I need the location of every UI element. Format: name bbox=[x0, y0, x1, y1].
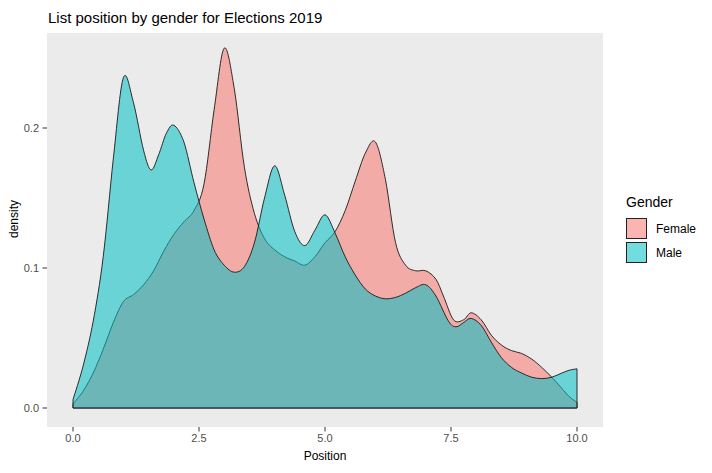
female-color-swatch bbox=[626, 218, 647, 239]
x-tick-label: 5.0 bbox=[317, 432, 332, 444]
x-tick-label: 2.5 bbox=[191, 432, 206, 444]
male-color-swatch bbox=[626, 242, 647, 263]
x-axis-title: Position bbox=[304, 449, 347, 463]
legend: Gender Female Male bbox=[626, 194, 696, 266]
y-tick-label: 0.1 bbox=[24, 262, 39, 274]
legend-label-male: Male bbox=[656, 246, 682, 260]
chart-title: List position by gender for Elections 20… bbox=[48, 9, 322, 26]
x-tick-label: 0.0 bbox=[65, 432, 80, 444]
density-plot-figure: 0.0 2.5 5.0 7.5 10.0 0.0 0.1 0.2 List position … bbox=[0, 0, 712, 473]
y-axis-title: density bbox=[7, 200, 21, 238]
x-tick-label: 7.5 bbox=[443, 432, 458, 444]
legend-title: Gender bbox=[626, 194, 696, 210]
y-tick-label: 0.2 bbox=[24, 122, 39, 134]
legend-label-female: Female bbox=[656, 222, 696, 236]
legend-item-female: Female bbox=[626, 218, 696, 239]
y-tick-label: 0.0 bbox=[24, 402, 39, 414]
plot-canvas: 0.0 2.5 5.0 7.5 10.0 0.0 0.1 0.2 bbox=[0, 0, 712, 473]
x-tick-label: 10.0 bbox=[566, 432, 587, 444]
legend-item-male: Male bbox=[626, 242, 696, 263]
